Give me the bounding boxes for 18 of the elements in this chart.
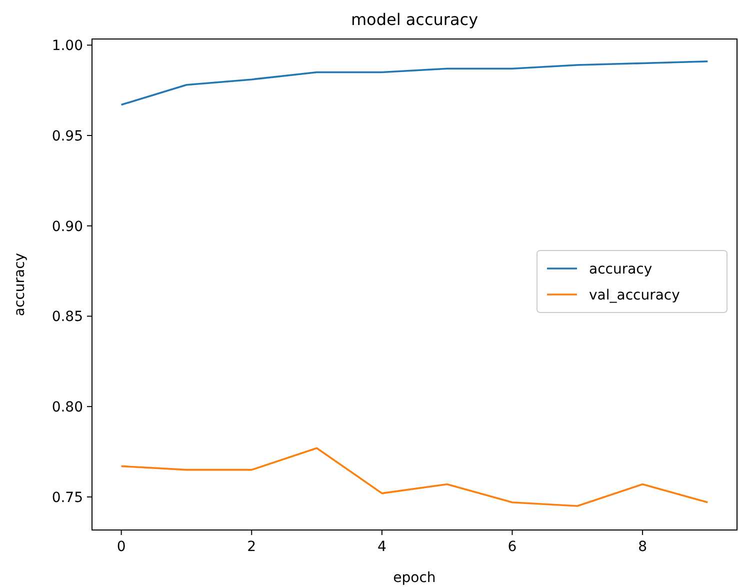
y-tick-label: 1.00: [52, 38, 83, 54]
y-tick-label: 0.80: [52, 400, 83, 416]
line-series: [120, 60, 709, 106]
x-tick-label: 2: [247, 539, 256, 555]
y-axis-title: accuracy: [12, 252, 28, 316]
x-tick-label: 4: [377, 539, 386, 555]
chart-title: model accuracy: [350, 10, 478, 29]
legend-label: val_accuracy: [589, 288, 680, 304]
x-tick-label: 8: [638, 539, 647, 555]
y-tick-label: 0.95: [52, 128, 83, 144]
y-tick-label: 0.90: [52, 218, 83, 235]
line-series: [120, 447, 709, 507]
y-tick-label: 0.75: [52, 490, 83, 506]
x-tick-label: 0: [116, 539, 126, 555]
legend-label: accuracy: [589, 262, 652, 278]
x-axis-title: epoch: [393, 570, 436, 586]
x-tick-label: 6: [508, 539, 517, 555]
y-tick-label: 0.85: [52, 309, 83, 326]
